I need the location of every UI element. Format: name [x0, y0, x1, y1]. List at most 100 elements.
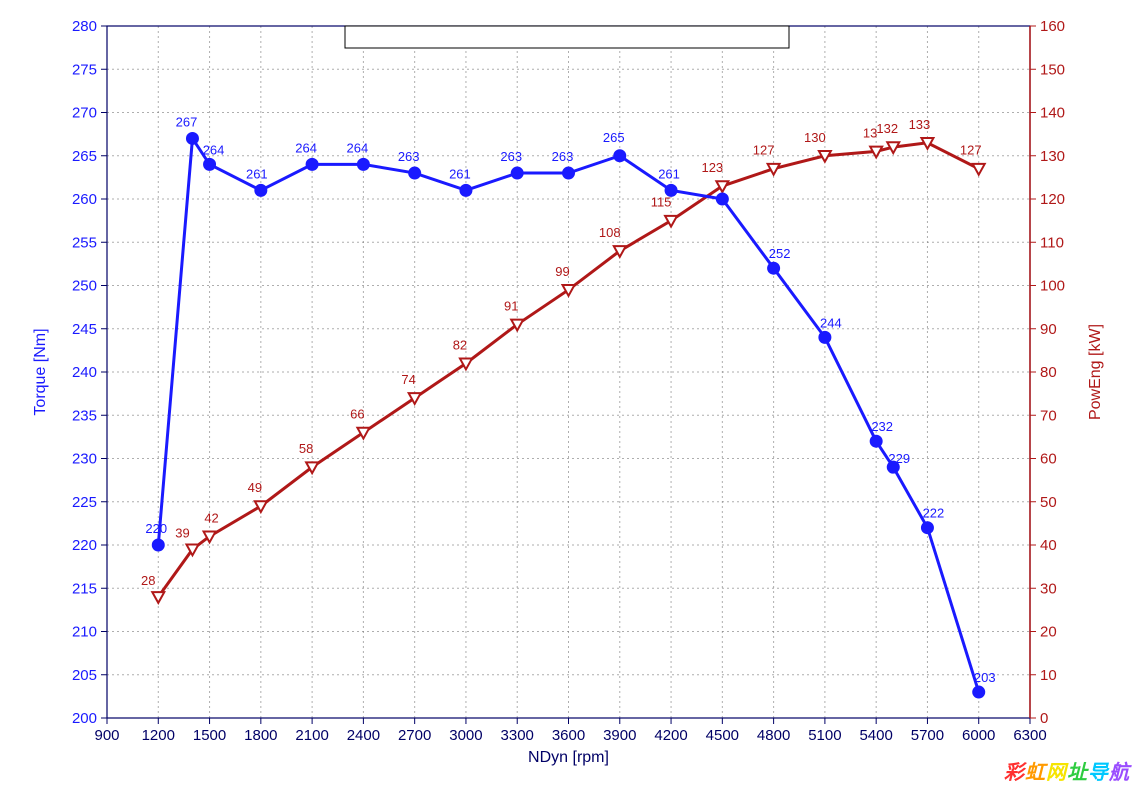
point-label: 261: [658, 166, 680, 181]
point-label: 123: [701, 160, 723, 175]
yleft-tick-label: 200: [72, 710, 97, 727]
point-label: 130: [804, 130, 826, 145]
point-label: 263: [500, 149, 522, 164]
marker-circle: [870, 435, 882, 447]
yleft-tick-label: 270: [72, 105, 97, 122]
x-tick-label: 4500: [706, 727, 739, 744]
marker-circle: [306, 158, 318, 170]
marker-circle: [614, 150, 626, 162]
point-label: 203: [974, 670, 996, 685]
x-tick-label: 2400: [347, 727, 380, 744]
yright-tick-label: 110: [1040, 234, 1064, 251]
yleft-tick-label: 220: [72, 537, 97, 554]
x-tick-label: 4200: [654, 727, 687, 744]
point-label: 264: [295, 140, 317, 155]
dyno-chart: 9001200150018002100240027003000330036003…: [0, 0, 1136, 791]
point-label: 39: [175, 525, 189, 540]
yleft-tick-label: 210: [72, 624, 97, 641]
point-label: 74: [401, 372, 415, 387]
point-label: 263: [398, 149, 420, 164]
x-tick-label: 3300: [501, 727, 534, 744]
point-label: 66: [350, 407, 364, 422]
point-label: 58: [299, 441, 313, 456]
point-label: 261: [246, 166, 268, 181]
point-label: 263: [552, 149, 574, 164]
x-tick-label: 3000: [449, 727, 482, 744]
x-tick-label: 2700: [398, 727, 431, 744]
yright-tick-label: 0: [1040, 710, 1048, 727]
marker-circle: [357, 158, 369, 170]
x-tick-label: 3600: [552, 727, 585, 744]
x-tick-label: 6000: [962, 727, 995, 744]
yleft-tick-label: 225: [72, 494, 97, 511]
point-label: 127: [753, 143, 775, 158]
yright-tick-label: 80: [1040, 364, 1057, 381]
yleft-tick-label: 235: [72, 407, 97, 424]
x-tick-label: 5100: [808, 727, 841, 744]
marker-circle: [768, 262, 780, 274]
yleft-tick-label: 250: [72, 278, 97, 295]
yleft-tick-label: 230: [72, 451, 97, 468]
x-tick-label: 5400: [859, 727, 892, 744]
point-label: 264: [203, 142, 225, 157]
yright-tick-label: 160: [1040, 18, 1065, 35]
yright-tick-label: 50: [1040, 494, 1057, 511]
point-label: 220: [145, 521, 167, 536]
yright-tick-label: 20: [1040, 624, 1057, 641]
yleft-tick-label: 215: [72, 580, 97, 597]
legend-box: [345, 26, 789, 48]
point-label: 99: [555, 264, 569, 279]
yright-tick-label: 60: [1040, 451, 1057, 468]
yright-tick-label: 90: [1040, 321, 1057, 338]
x-tick-label: 1800: [244, 727, 277, 744]
marker-circle: [186, 132, 198, 144]
yleft-tick-label: 260: [72, 191, 97, 208]
point-label: 91: [504, 298, 518, 313]
x-tick-label: 1200: [142, 727, 175, 744]
x-tick-label: 2100: [295, 727, 328, 744]
yright-tick-label: 120: [1040, 191, 1065, 208]
point-label: 264: [347, 140, 369, 155]
point-label: 232: [871, 419, 893, 434]
yright-tick-label: 100: [1040, 278, 1065, 295]
point-label: 108: [599, 225, 621, 240]
x-axis-label: NDyn [rpm]: [528, 749, 609, 766]
marker-circle: [409, 167, 421, 179]
marker-circle: [921, 522, 933, 534]
x-tick-label: 1500: [193, 727, 226, 744]
yleft-tick-label: 205: [72, 667, 97, 684]
yleft-axis-label: Torque [Nm]: [32, 328, 49, 415]
marker-circle: [204, 158, 216, 170]
marker-circle: [255, 184, 267, 196]
point-label: 244: [820, 315, 842, 330]
point-label: 267: [176, 114, 198, 129]
yleft-tick-label: 280: [72, 18, 97, 35]
marker-circle: [152, 539, 164, 551]
point-label: 229: [888, 451, 910, 466]
point-label: 42: [204, 510, 218, 525]
point-label: 49: [248, 480, 262, 495]
yright-axis-label: PowEng [kW]: [1087, 324, 1104, 420]
point-label: 222: [923, 506, 945, 521]
yright-tick-label: 30: [1040, 580, 1057, 597]
marker-circle: [665, 184, 677, 196]
yleft-tick-label: 240: [72, 364, 97, 381]
marker-circle: [460, 184, 472, 196]
marker-circle: [973, 686, 985, 698]
yleft-tick-label: 255: [72, 234, 97, 251]
x-tick-label: 6300: [1013, 727, 1046, 744]
point-label: 82: [453, 337, 467, 352]
point-label: 115: [651, 195, 672, 210]
point-label: 28: [141, 573, 155, 588]
yright-tick-label: 10: [1040, 667, 1057, 684]
point-label: 13: [863, 125, 877, 140]
point-label: 252: [769, 246, 791, 261]
yright-tick-label: 70: [1040, 407, 1057, 424]
point-label: 265: [603, 130, 625, 145]
yright-tick-label: 130: [1040, 148, 1065, 165]
yleft-tick-label: 275: [72, 61, 97, 78]
marker-circle: [511, 167, 523, 179]
yleft-tick-label: 265: [72, 148, 97, 165]
x-tick-label: 4800: [757, 727, 790, 744]
yright-tick-label: 150: [1040, 61, 1065, 78]
